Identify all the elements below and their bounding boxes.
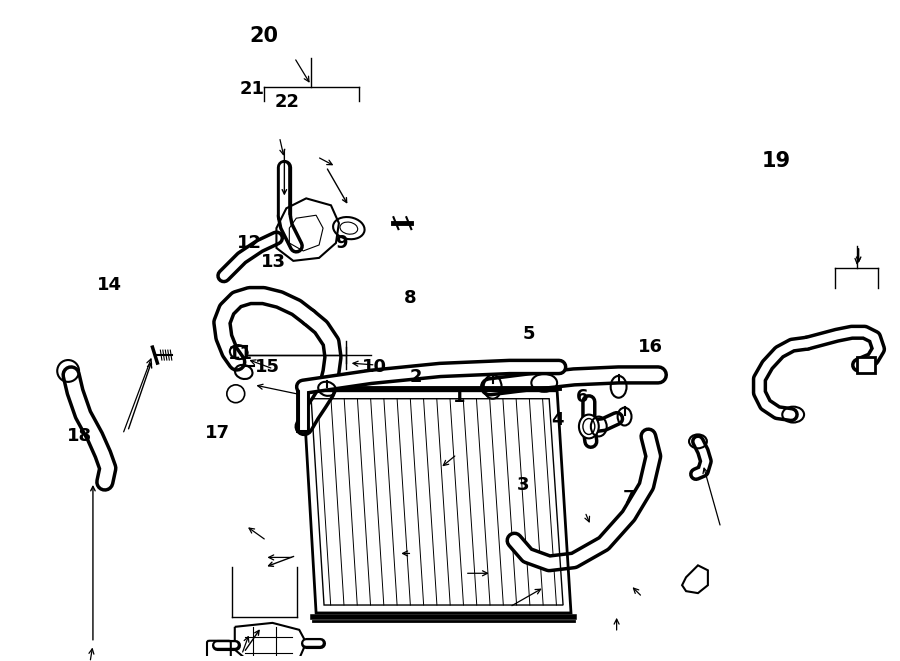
Text: 21: 21 bbox=[239, 79, 265, 98]
Text: 5: 5 bbox=[522, 325, 535, 343]
Ellipse shape bbox=[579, 414, 599, 438]
Text: 2: 2 bbox=[410, 368, 422, 386]
FancyBboxPatch shape bbox=[857, 357, 875, 373]
Text: 22: 22 bbox=[275, 93, 300, 110]
Text: 16: 16 bbox=[638, 338, 663, 356]
Text: 3: 3 bbox=[517, 476, 529, 494]
Text: 18: 18 bbox=[67, 427, 92, 445]
Text: 4: 4 bbox=[551, 410, 563, 428]
Text: 17: 17 bbox=[205, 424, 230, 442]
Text: 19: 19 bbox=[761, 151, 790, 171]
Text: 13: 13 bbox=[261, 253, 286, 271]
Text: 7: 7 bbox=[622, 489, 634, 507]
Text: 11: 11 bbox=[228, 345, 253, 363]
Text: 12: 12 bbox=[237, 233, 262, 252]
Text: 8: 8 bbox=[403, 290, 416, 307]
Text: 14: 14 bbox=[96, 276, 122, 294]
Text: 10: 10 bbox=[362, 358, 387, 376]
Text: 1: 1 bbox=[453, 387, 465, 406]
Text: 20: 20 bbox=[250, 26, 279, 46]
Text: 6: 6 bbox=[576, 387, 589, 406]
Text: 15: 15 bbox=[255, 358, 280, 376]
Text: 9: 9 bbox=[335, 233, 347, 252]
